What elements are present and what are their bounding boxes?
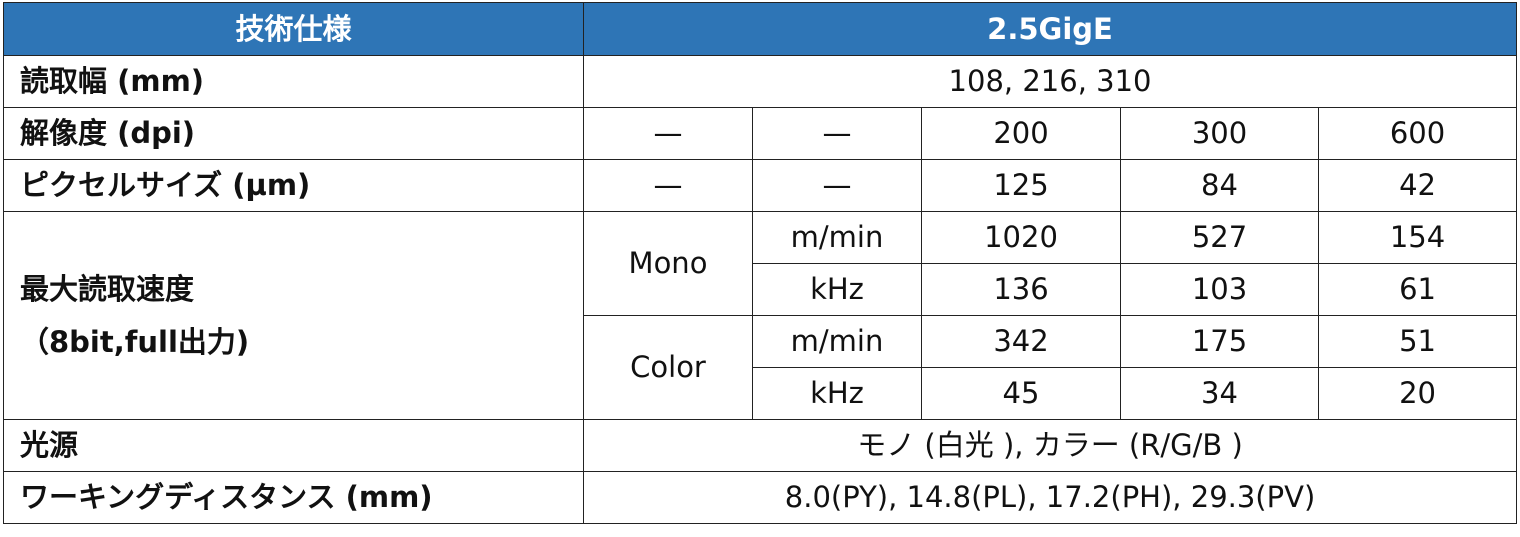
cell: 342	[921, 315, 1121, 368]
row-label: 光源	[3, 419, 584, 472]
cell: 84	[1120, 159, 1319, 212]
row-label-max-speed: 最大読取速度 （8bit,full出力)	[3, 211, 584, 420]
row-label: ワーキングディスタンス (mm)	[3, 471, 584, 524]
cell: 200	[921, 107, 1121, 160]
cell: 51	[1317, 315, 1518, 368]
cell: 136	[921, 263, 1121, 316]
table-row: 最大読取速度 （8bit,full出力) Mono m/min 1020 527…	[3, 211, 1518, 420]
cell: 34	[1120, 367, 1319, 420]
table-row: ワーキングディスタンス (mm) 8.0(PY), 14.8(PL), 17.2…	[3, 471, 1518, 524]
unit: kHz	[752, 263, 922, 316]
cell: 1020	[921, 211, 1121, 264]
cell: 20	[1317, 367, 1518, 420]
cell: 154	[1317, 211, 1518, 264]
header-row: 技術仕様 2.5GigE	[3, 2, 1518, 56]
row-label: ピクセルサイズ (µm)	[3, 159, 584, 212]
header-spec: 技術仕様	[3, 2, 584, 56]
header-model: 2.5GigE	[582, 2, 1518, 56]
unit: m/min	[752, 315, 922, 368]
label-line: （8bit,full出力)	[20, 324, 250, 359]
cell: 103	[1120, 263, 1319, 316]
table-row: 解像度 (dpi) — — 200 300 600	[3, 107, 1518, 160]
cell: —	[752, 107, 922, 160]
cell: —	[752, 159, 922, 212]
table-row: 光源 モノ (白光 ), カラー (R/G/B )	[3, 419, 1518, 472]
cell: 45	[921, 367, 1121, 420]
table-row: 読取幅 (mm) 108, 216, 310	[3, 55, 1518, 108]
table-row: Color m/min 342 175 51	[4, 315, 1518, 420]
mode-mono: Mono	[583, 211, 753, 316]
spec-table: 技術仕様 2.5GigE 読取幅 (mm) 108, 216, 310 解像度 …	[3, 2, 1518, 524]
row-label: 読取幅 (mm)	[3, 55, 584, 108]
cell: —	[583, 159, 753, 212]
mode-color: Color	[583, 315, 753, 420]
unit: m/min	[752, 211, 922, 264]
label-line: 最大読取速度	[20, 272, 195, 307]
table-row: ピクセルサイズ (µm) — — 125 84 42	[3, 159, 1518, 212]
table-row: kHz 45 34 20	[4, 367, 1518, 420]
cell: モノ (白光 ), カラー (R/G/B )	[582, 419, 1518, 472]
cell: 600	[1317, 107, 1518, 160]
cell: 108, 216, 310	[582, 55, 1518, 108]
cell: 527	[1120, 211, 1319, 264]
cell: 42	[1317, 159, 1518, 212]
cell: 300	[1120, 107, 1319, 160]
cell: 175	[1120, 315, 1319, 368]
cell: 61	[1317, 263, 1518, 316]
row-label: 解像度 (dpi)	[3, 107, 584, 160]
cell: 8.0(PY), 14.8(PL), 17.2(PH), 29.3(PV)	[582, 471, 1518, 524]
cell: 125	[921, 159, 1121, 212]
unit: kHz	[752, 367, 922, 420]
cell: —	[583, 107, 753, 160]
